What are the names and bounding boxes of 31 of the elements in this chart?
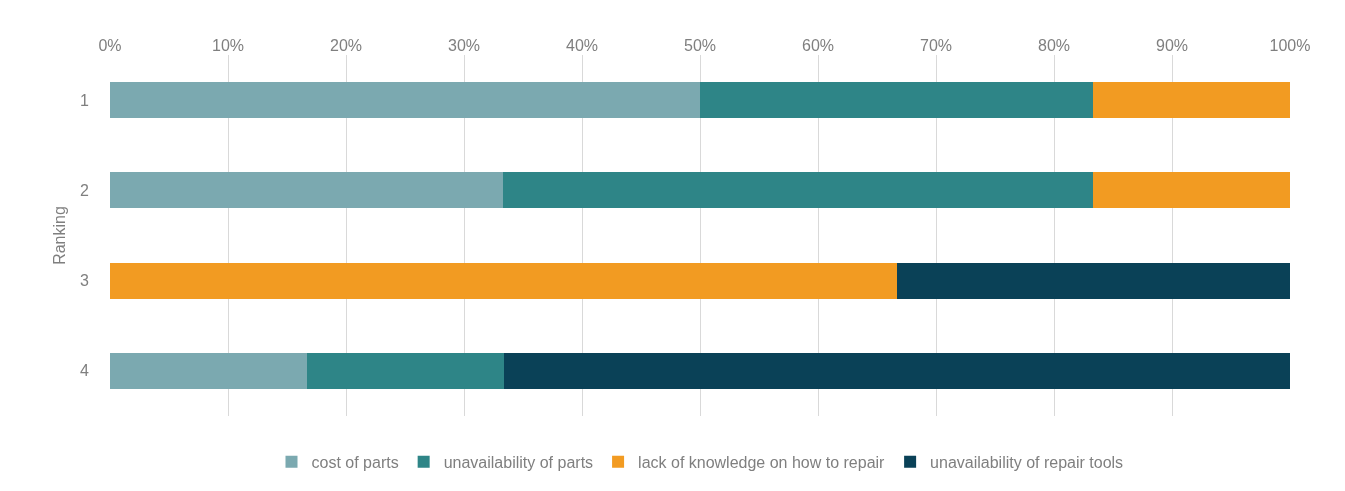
bar <box>502 172 1093 209</box>
y-tick-label: 3 <box>80 272 90 290</box>
x-tick-label: 10% <box>211 36 245 54</box>
bar <box>110 352 308 389</box>
legend-label: unavailability of repair tools <box>930 454 1124 472</box>
bar <box>1092 82 1290 119</box>
y-tick-label: 4 <box>80 362 90 380</box>
x-tick-label: 100% <box>1269 36 1311 54</box>
y-tick-label: 1 <box>80 91 90 109</box>
y-axis-title: Ranking <box>50 206 68 265</box>
legend-label: lack of knowledge on how to repair <box>638 454 886 472</box>
bar <box>110 82 700 119</box>
x-tick-label: 40% <box>565 36 599 54</box>
bar <box>110 172 503 209</box>
x-tick-label: 80% <box>1037 36 1071 54</box>
bar <box>700 82 1093 119</box>
bar <box>110 262 898 299</box>
bar <box>897 262 1290 299</box>
x-tick-label: 90% <box>1155 36 1189 54</box>
x-tick-label: 20% <box>329 36 363 54</box>
y-tick-label: 2 <box>80 181 90 199</box>
x-tick-label: 0% <box>98 36 122 54</box>
x-tick-label: 60% <box>801 36 835 54</box>
x-tick-label: 50% <box>683 36 717 54</box>
bar <box>307 352 505 389</box>
bar <box>504 352 1290 389</box>
bar <box>1092 172 1290 209</box>
legend-label: cost of parts <box>311 454 399 472</box>
x-tick-label: 70% <box>919 36 953 54</box>
legend-label: unavailability of parts <box>443 454 594 472</box>
x-tick-label: 30% <box>447 36 481 54</box>
